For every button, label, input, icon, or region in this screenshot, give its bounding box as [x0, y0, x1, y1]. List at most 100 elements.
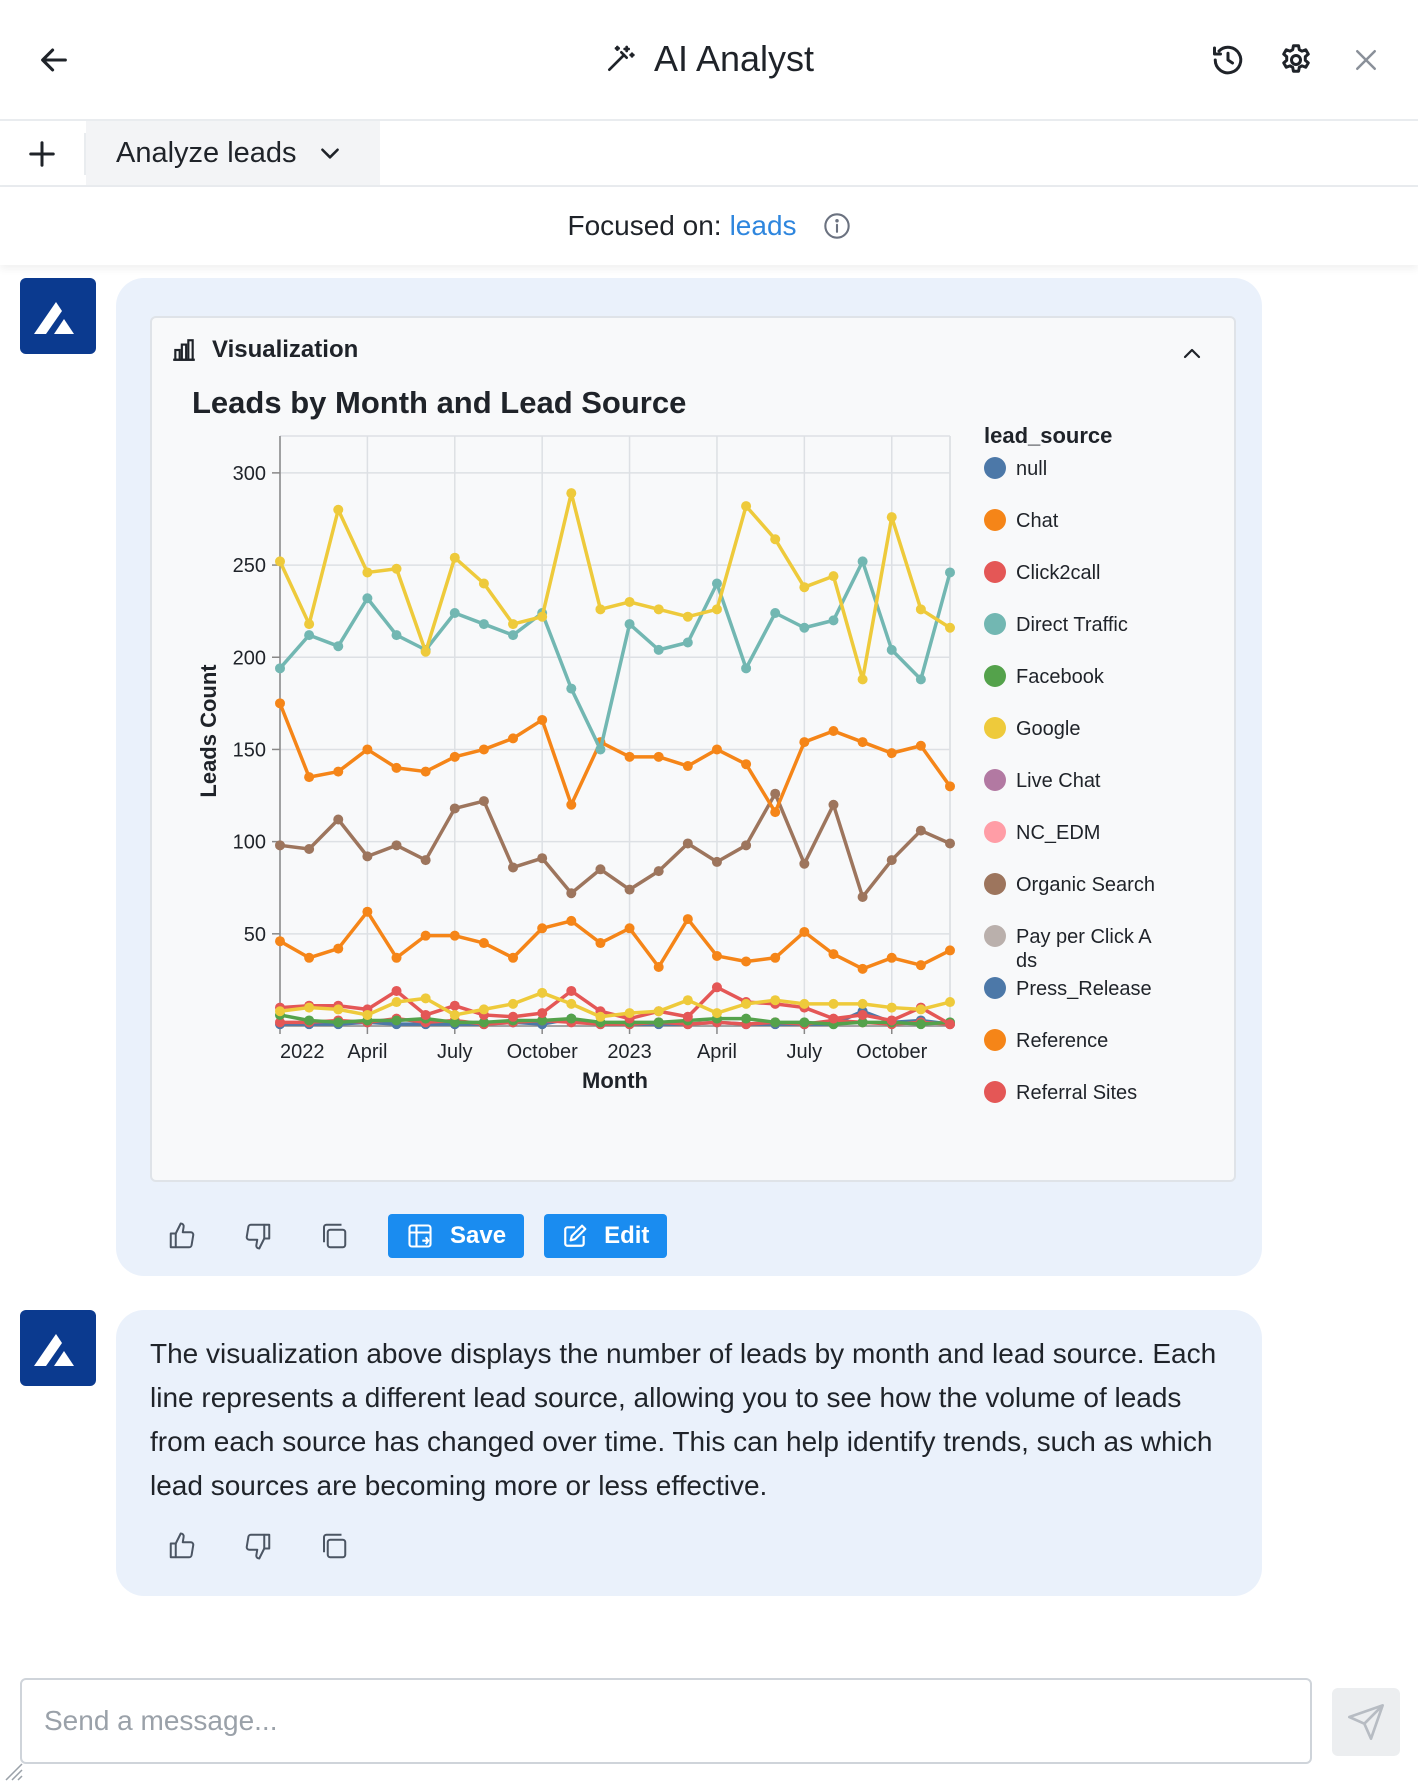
legend-label: Pay per Click A — [1016, 926, 1152, 948]
save-label: Save — [450, 1222, 507, 1249]
back-button[interactable] — [30, 36, 78, 84]
data-point — [508, 998, 519, 1009]
data-point — [391, 1015, 402, 1026]
data-point — [595, 604, 606, 615]
x-tick-label: October — [507, 1041, 578, 1063]
thumbs-up-icon — [169, 1532, 195, 1559]
data-point — [653, 1006, 664, 1017]
tab-analyze-leads[interactable]: Analyze leads — [86, 121, 380, 185]
save-button[interactable]: Save — [388, 1214, 525, 1258]
x-tick-label: 2023 — [607, 1041, 652, 1063]
data-point — [799, 582, 810, 593]
data-point — [886, 644, 897, 655]
data-point — [333, 1004, 344, 1015]
resize-handle-icon[interactable] — [4, 1762, 24, 1782]
chevron-up-icon — [1183, 348, 1201, 359]
data-point — [362, 906, 373, 917]
data-point — [711, 950, 722, 961]
data-point — [508, 862, 519, 873]
data-point — [275, 936, 285, 947]
data-point — [915, 960, 926, 971]
legend-swatch — [984, 1081, 1006, 1103]
thumbs-down-button[interactable] — [236, 1524, 280, 1568]
data-point — [420, 993, 431, 1004]
data-point — [886, 748, 897, 759]
collapse-button[interactable] — [1172, 334, 1212, 374]
data-point — [275, 1006, 285, 1017]
leads-line-chart: Leads by Month and Lead Source 50 100 150 20… — [192, 385, 1155, 1104]
legend-swatch — [984, 821, 1006, 843]
data-point — [304, 1015, 315, 1026]
data-point — [886, 855, 897, 866]
data-point — [362, 1009, 373, 1020]
data-point — [391, 840, 402, 851]
data-point — [478, 796, 489, 807]
data-point — [915, 825, 926, 836]
info-button[interactable] — [823, 212, 851, 240]
assistant-avatar — [20, 278, 96, 354]
data-point — [886, 512, 897, 523]
data-point — [595, 1011, 606, 1022]
thumbs-down-icon — [245, 1223, 271, 1250]
data-point — [741, 956, 752, 967]
data-point — [915, 674, 926, 685]
data-point — [653, 644, 664, 655]
message-input[interactable] — [20, 1678, 1312, 1764]
send-button[interactable] — [1332, 1688, 1400, 1756]
data-point — [711, 604, 722, 615]
data-point — [624, 596, 635, 607]
bar-chart-icon — [173, 339, 195, 361]
data-point — [304, 844, 315, 854]
data-point — [741, 840, 752, 851]
legend-swatch — [984, 717, 1006, 739]
data-point — [508, 1011, 519, 1022]
focus-entity-link[interactable]: leads — [729, 210, 797, 241]
history-icon — [1213, 45, 1243, 75]
thumbs-up-button[interactable] — [160, 1524, 204, 1568]
new-tab-button[interactable] — [14, 129, 70, 179]
data-point — [508, 952, 519, 963]
data-point — [828, 998, 839, 1009]
data-point — [682, 838, 693, 849]
data-point — [362, 851, 373, 862]
data-point — [828, 615, 839, 626]
data-point — [682, 914, 693, 925]
close-button[interactable] — [1342, 36, 1390, 84]
data-point — [857, 674, 868, 685]
data-point — [391, 630, 402, 641]
data-point — [478, 578, 489, 589]
series-line — [278, 559, 952, 752]
thumbs-down-button[interactable] — [236, 1214, 280, 1258]
info-icon — [823, 213, 850, 239]
data-point — [478, 938, 489, 949]
data-point — [391, 762, 402, 773]
data-point — [537, 987, 548, 998]
settings-button[interactable] — [1272, 36, 1320, 84]
assistant-avatar — [20, 1310, 96, 1386]
data-point — [653, 1017, 664, 1028]
data-point — [857, 963, 868, 974]
data-point — [304, 772, 315, 783]
copy-button[interactable] — [312, 1214, 356, 1258]
data-point — [420, 766, 431, 777]
data-point — [275, 698, 285, 709]
data-point — [537, 1008, 548, 1019]
series-line — [279, 991, 951, 1019]
data-point — [886, 1002, 897, 1013]
copy-button[interactable] — [312, 1524, 356, 1568]
x-tick-label: July — [787, 1041, 823, 1063]
data-point — [333, 1017, 344, 1028]
chart-title: Leads by Month and Lead Source — [192, 385, 686, 420]
edit-button[interactable]: Edit — [544, 1214, 668, 1258]
data-point — [799, 926, 810, 937]
data-point — [915, 740, 926, 751]
thumbs-up-button[interactable] — [160, 1214, 204, 1258]
tab-divider — [84, 133, 86, 175]
y-tick-label: 300 — [233, 463, 266, 485]
history-button[interactable] — [1204, 36, 1252, 84]
data-point — [362, 567, 373, 578]
visualization-card: Visualization Leads by Month and Lead So… — [150, 316, 1236, 1182]
legend-label: Direct Traffic — [1016, 614, 1128, 636]
data-point — [945, 1019, 955, 1030]
legend-label: Press_Release — [1016, 978, 1152, 1000]
